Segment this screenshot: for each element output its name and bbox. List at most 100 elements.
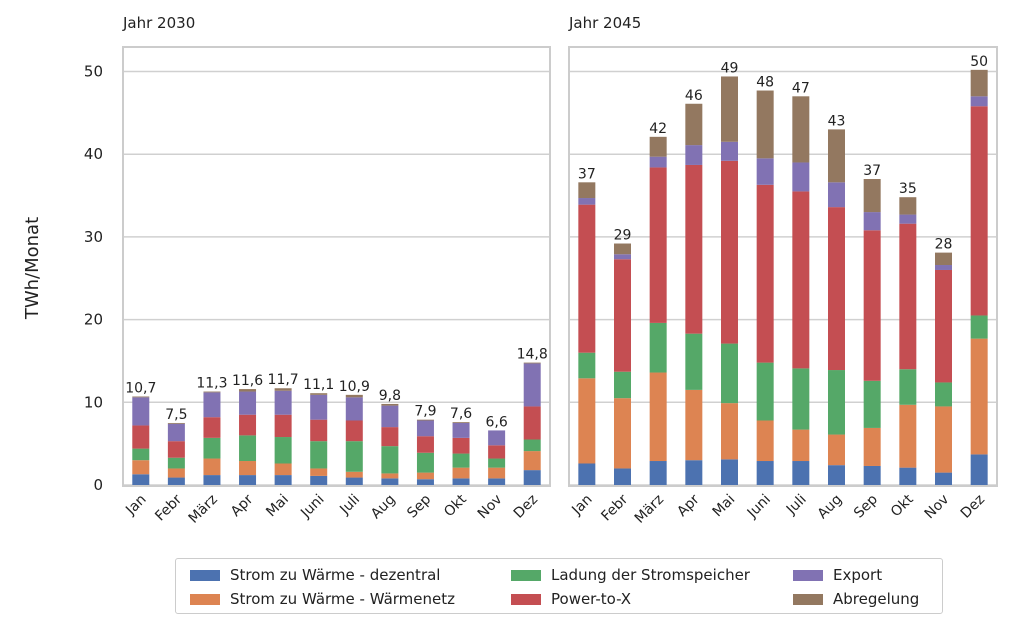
y-tick-label: 20 [84,311,103,329]
bar-segment [792,162,810,192]
bar-segment [614,468,631,485]
bar-segment [452,437,470,454]
bar-segment [578,182,596,199]
bar-total-label: 37 [863,163,881,179]
bar-segment [578,352,596,379]
legend-label: Strom zu Wärme - dezentral [230,566,441,584]
bar-segment [523,362,541,364]
bar-segment [970,454,988,485]
bar-segment [685,103,703,146]
bar-segment [721,403,738,460]
x-tick-label: Apr [228,491,257,520]
bar-segment [721,459,738,485]
bar-segment [452,422,470,438]
bar-segment [203,417,221,438]
chart-title: Jahr 2030 [122,14,195,32]
x-tick-label: Okt [441,491,470,520]
y-tick-label: 10 [84,393,103,411]
legend: Strom zu Wärme - dezentral Strom zu Wärm… [175,558,943,614]
x-tick-label: Juni [297,492,327,522]
x-tick-label: Juli [783,492,810,519]
bar-segment [274,414,292,438]
bar-segment [132,460,150,475]
bar-segment [167,422,185,424]
bar-total-label: 14,8 [517,347,548,363]
bar-segment [935,406,952,473]
bar-segment [792,368,810,430]
bar-total-label: 7,6 [450,406,472,422]
bar-segment [523,451,541,471]
x-tick-label: Dez [511,492,541,522]
bar-segment [310,419,328,442]
bar-segment [345,441,363,472]
legend-label: Ladung der Stromspeicher [551,566,750,584]
bar-segment [899,369,917,405]
x-tick-label: Juli [336,492,363,519]
bar-segment [935,472,952,485]
y-tick-label: 50 [84,63,103,81]
bar-total-label: 10,7 [125,381,156,397]
chart-panel: Jahr 2030 0 10 20 30 40 50 10,7 Jan 7,5 Febr 11,3 Mä… [84,14,551,527]
bar-segment [863,427,881,466]
bar-segment [523,439,541,452]
legend-item: Power-to-X [511,590,631,608]
bar-total-label: 48 [756,75,774,91]
bar-segment [310,394,328,420]
bar-segment [578,463,596,485]
bar-total-label: 11,7 [268,372,299,388]
bar-segment [167,457,185,469]
bar-segment [863,230,881,381]
bar-segment [863,212,881,231]
bar-total-label: 49 [721,60,739,76]
bar-total-label: 43 [828,113,846,129]
bar-segment [381,427,399,447]
bar-segment [345,397,363,421]
bar-segment [649,461,667,485]
bar-segment [132,425,150,449]
bar-segment [649,322,667,373]
bar-segment [488,478,506,485]
bar-segment [310,393,328,395]
bar-total-label: 7,9 [414,404,436,420]
bar-segment [274,390,292,415]
bar-segment [970,106,988,316]
x-tick-label: Mai [710,492,739,521]
bar-segment [310,441,328,469]
bar-total-label: 9,8 [379,388,401,404]
bar-total-label: 46 [685,88,703,104]
bar-segment [274,463,292,476]
bar-segment [523,406,541,440]
bar-segment [488,445,506,459]
bar-segment [203,458,221,476]
x-tick-label: Dez [958,492,988,522]
legend-item: Ladung der Stromspeicher [511,566,750,584]
legend-label: Power-to-X [551,590,632,608]
bar-segment [863,179,881,213]
bar-segment [863,465,881,485]
bar-segment [381,446,399,474]
bar-total-label: 11,1 [303,377,334,393]
bar-segment [828,182,845,208]
bar-segment [203,437,221,459]
bar-segment [345,471,363,478]
bar-total-label: 50 [970,54,988,70]
y-tick-label: 40 [84,145,103,163]
x-tick-label: Sep [404,491,434,521]
bar-segment [132,474,150,485]
legend-swatch [793,593,823,605]
bar-segment [203,475,221,485]
bar-segment [685,460,703,485]
bar-segment [274,437,292,464]
bar-segment [203,392,221,418]
bar-segment [416,436,434,453]
legend-swatch [190,569,220,581]
legend-item: Strom zu Wärme - Wärmenetz [190,590,455,608]
bar-total-label: 47 [792,80,810,96]
bar-segment [488,458,506,468]
bar-segment [828,465,845,485]
plot-frame [568,46,998,487]
bar-segment [899,197,917,215]
x-tick-label: Nov [922,492,953,523]
x-tick-label: Juni [744,492,774,522]
legend-swatch [190,593,220,605]
